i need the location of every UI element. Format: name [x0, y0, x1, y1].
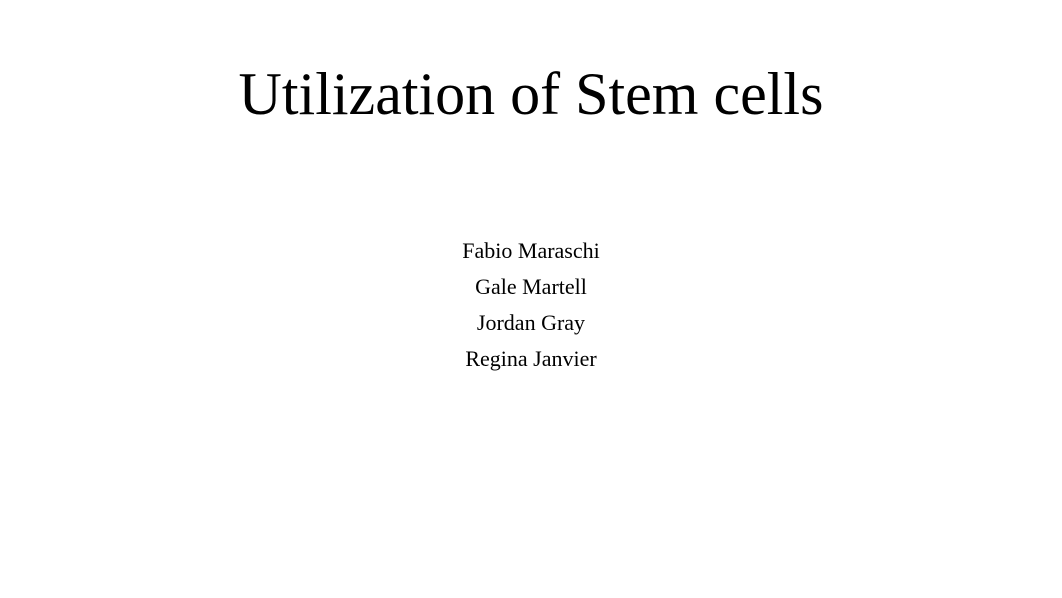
author-item: Fabio Maraschi [462, 238, 599, 264]
author-item: Jordan Gray [477, 310, 585, 336]
title-slide: Utilization of Stem cells Fabio Maraschi… [0, 0, 1062, 598]
author-item: Gale Martell [475, 274, 587, 300]
slide-title: Utilization of Stem cells [231, 55, 831, 133]
author-item: Regina Janvier [465, 346, 596, 372]
authors-list: Fabio Maraschi Gale Martell Jordan Gray … [462, 238, 599, 372]
